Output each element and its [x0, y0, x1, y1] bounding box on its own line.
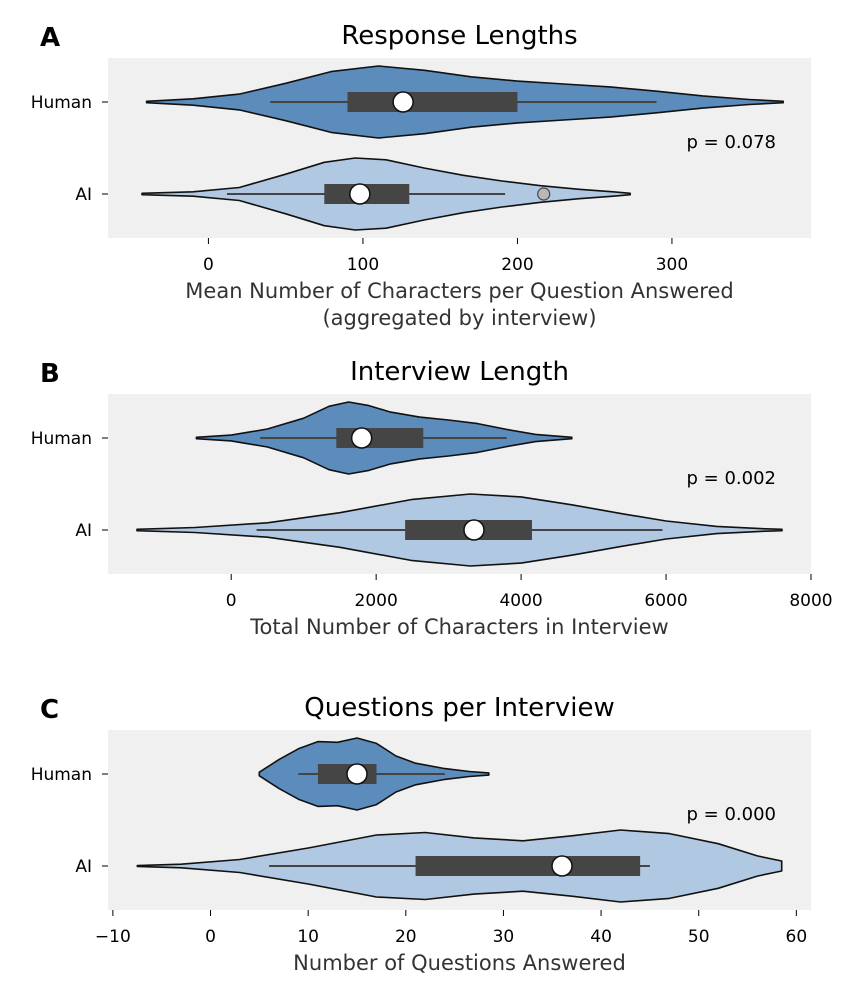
x-tick-label: 8000	[789, 591, 832, 611]
iqr-box-human	[336, 428, 424, 448]
panel-c: C Questions per Interview Human AI −10 0 10 20 3…	[31, 693, 811, 975]
x-tick-label: 40	[590, 927, 612, 947]
x-tick-label: −10	[95, 927, 131, 947]
x-tick-label: 50	[688, 927, 710, 947]
panel-b: B Interview Length Human AI 0 2000 4000 6000 800…	[31, 357, 833, 639]
panel-a: A Response Lengths Human AI 0 100 200 300 Mean N…	[31, 21, 811, 330]
x-tick-label: 0	[203, 255, 214, 275]
x-axis-label: Mean Number of Characters per Question A…	[185, 279, 733, 303]
panel-letter: A	[40, 23, 60, 53]
x-tick-label: 30	[493, 927, 515, 947]
outlier-point	[537, 187, 551, 201]
x-axis-label: Number of Questions Answered	[293, 951, 626, 975]
x-axis-label: (aggregated by interview)	[322, 306, 596, 330]
x-tick-label: 2000	[355, 591, 398, 611]
median-marker-ai	[349, 183, 371, 205]
iqr-box-human	[347, 92, 518, 112]
y-tick-label: AI	[75, 857, 92, 877]
x-tick-label: 10	[297, 927, 319, 947]
x-axis-label: Total Number of Characters in Interview	[249, 615, 668, 639]
x-tick-label: 100	[347, 255, 379, 275]
x-tick-label: 0	[226, 591, 237, 611]
chart-title: Questions per Interview	[304, 693, 614, 723]
median-marker-ai	[551, 855, 573, 877]
chart-title: Interview Length	[350, 357, 569, 387]
x-tick-label: 300	[656, 255, 688, 275]
median-marker-human	[346, 763, 368, 785]
p-value-annotation: p = 0.078	[687, 132, 776, 153]
x-tick-label: 200	[501, 255, 533, 275]
x-tick-label: 0	[205, 927, 216, 947]
y-tick-label: AI	[75, 521, 92, 541]
iqr-box-ai	[415, 856, 641, 876]
x-tick-label: 60	[786, 927, 808, 947]
chart-title: Response Lengths	[341, 21, 577, 51]
median-marker-ai	[463, 519, 485, 541]
x-tick-label: 4000	[499, 591, 542, 611]
x-tick-label: 20	[395, 927, 417, 947]
panel-letter: C	[40, 695, 59, 725]
panel-letter: B	[40, 359, 60, 389]
p-value-annotation: p = 0.002	[687, 468, 776, 489]
y-tick-label: Human	[31, 93, 92, 113]
y-tick-label: Human	[31, 765, 92, 785]
y-tick-label: Human	[31, 429, 92, 449]
p-value-annotation: p = 0.000	[687, 804, 776, 825]
x-tick-label: 6000	[644, 591, 687, 611]
median-marker-human	[392, 91, 414, 113]
y-tick-label: AI	[75, 185, 92, 205]
median-marker-human	[350, 427, 373, 449]
